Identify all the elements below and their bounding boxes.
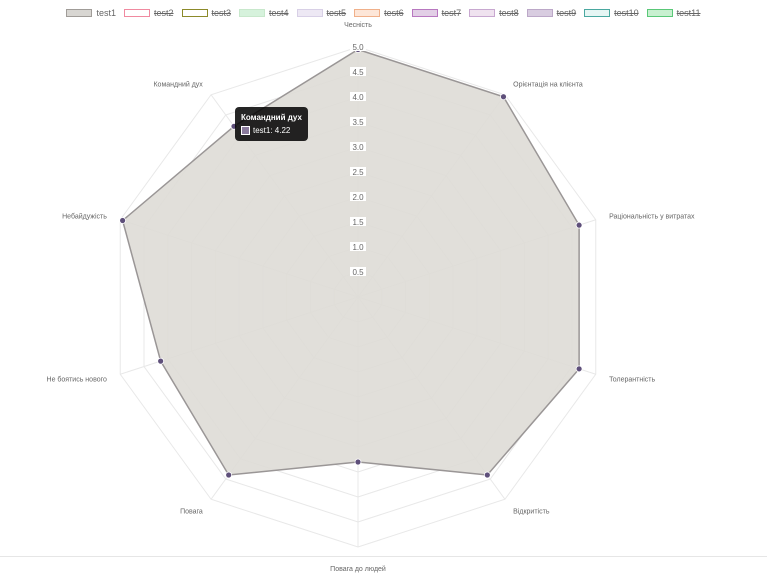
legend-item-test8[interactable]: test8	[469, 8, 519, 18]
legend-swatch	[646, 9, 673, 17]
legend-item-test11[interactable]: test11	[646, 8, 701, 18]
tick-label: 2.0	[352, 193, 364, 202]
tooltip-title: Командний дух	[241, 113, 302, 122]
legend-label: test2	[154, 8, 174, 18]
axis-label: Не боятись нового	[47, 376, 107, 384]
legend-label: test1	[96, 8, 116, 18]
legend-swatch	[296, 9, 323, 17]
tick-label: 1.0	[352, 243, 364, 252]
legend-swatch	[239, 9, 266, 17]
data-point	[500, 93, 507, 101]
axis-label: Командний дух	[153, 80, 203, 88]
legend-item-test9[interactable]: test9	[526, 8, 577, 18]
tooltip-swatch	[241, 126, 250, 135]
data-point	[575, 221, 583, 229]
tick-backdrop	[350, 192, 366, 201]
axis-label: Раціональність у витратах	[609, 212, 695, 220]
data-point	[575, 365, 583, 373]
axis-label: Толерантність	[609, 376, 655, 384]
tick-backdrop	[350, 142, 366, 151]
legend-label: test8	[499, 8, 519, 18]
tick-backdrop	[350, 267, 366, 276]
legend-item-test4[interactable]: test4	[239, 8, 289, 18]
legend-label: test11	[676, 8, 701, 18]
tooltip-row: test1: 4.22	[241, 124, 302, 137]
tick-label: 4.0	[352, 93, 364, 102]
tick-label: 4.5	[352, 68, 364, 77]
legend-item-test7[interactable]: test7	[411, 8, 462, 18]
tick-label: 5.0	[352, 43, 364, 52]
legend-item-test6[interactable]: test6	[354, 8, 404, 18]
legend-label: test6	[384, 8, 404, 18]
tick-label: 2.5	[352, 168, 364, 177]
legend-swatch	[526, 9, 553, 17]
tick-label: 3.5	[352, 118, 364, 127]
tick-backdrop	[350, 167, 366, 176]
legend-swatch	[354, 9, 381, 17]
tick-backdrop	[350, 117, 366, 126]
legend-item-test5[interactable]: test5	[296, 8, 347, 18]
legend-swatch	[124, 9, 150, 17]
data-point	[119, 217, 127, 224]
legend-label: test7	[441, 8, 462, 18]
series-area-test1	[121, 48, 580, 476]
legend-item-test3[interactable]: test3	[181, 8, 232, 18]
chart-tooltip: Командний дух test1: 4.22	[235, 107, 308, 141]
axis-label: Повага	[180, 509, 203, 516]
legend-item-test10[interactable]: test10	[584, 8, 639, 18]
data-point	[483, 471, 491, 479]
legend-item-test1[interactable]: test1	[66, 8, 116, 18]
chart-legend: test1 test2 test3 test4 test5 test6 test7 test8…	[0, 0, 767, 26]
tick-backdrop	[350, 92, 366, 101]
legend-label: test10	[614, 8, 639, 18]
axis-label: Орієнтація на клієнта	[513, 80, 583, 88]
tick-backdrop	[350, 67, 366, 76]
data-point	[225, 471, 233, 479]
legend-label: test3	[211, 8, 232, 18]
legend-item-test2[interactable]: test2	[124, 8, 174, 18]
legend-swatch	[411, 9, 438, 17]
legend-swatch	[181, 9, 208, 17]
tick-backdrop	[350, 42, 366, 51]
axis-label: Відкритість	[513, 508, 550, 516]
tick-label: 1.5	[352, 218, 364, 227]
legend-label: test4	[269, 8, 289, 18]
legend-swatch	[584, 9, 611, 17]
tooltip-label: test1: 4.22	[253, 126, 291, 135]
tick-label: 0.5	[352, 268, 364, 277]
tick-backdrop	[350, 217, 366, 226]
legend-swatch	[469, 9, 496, 17]
data-point	[354, 458, 362, 466]
legend-label: test9	[556, 8, 577, 18]
axis-label: Повага до людей	[330, 565, 386, 573]
axis-label: Чесність	[344, 21, 372, 29]
bottom-divider	[0, 556, 767, 557]
axis-label: Небайдужість	[62, 212, 107, 220]
tick-label: 3.0	[352, 143, 364, 152]
legend-label: test5	[326, 8, 347, 18]
tick-backdrop	[350, 242, 366, 251]
legend-swatch	[66, 9, 93, 17]
data-point	[157, 357, 165, 365]
